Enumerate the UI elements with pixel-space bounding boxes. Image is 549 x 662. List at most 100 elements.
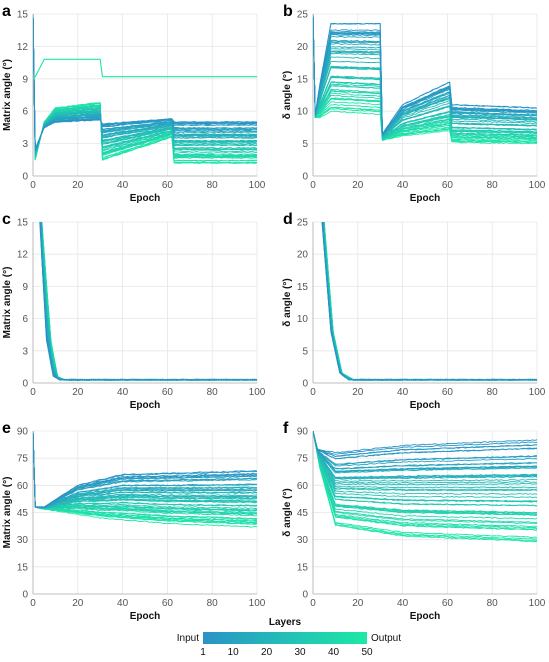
layer-series-line — [41, 222, 257, 381]
x-axis-label: Epoch — [130, 611, 161, 622]
x-tick-label: 20 — [72, 387, 84, 398]
x-tick-label: 60 — [162, 180, 174, 191]
layer-series-line — [313, 14, 537, 137]
layer-series-line — [313, 431, 537, 507]
layer-series-line — [313, 14, 537, 141]
layer-series-line — [323, 222, 537, 381]
layer-series-line — [40, 222, 257, 381]
layer-series-line — [33, 431, 257, 508]
colorbar-tick-label: 30 — [294, 647, 306, 658]
layer-series-line — [41, 222, 257, 381]
layer-series-line — [41, 222, 257, 381]
layer-series-line — [39, 222, 257, 381]
y-axis-label: δ angle (°) — [282, 278, 293, 326]
layer-series-line — [33, 14, 257, 157]
panel-letter: a — [2, 3, 11, 20]
x-tick-label: 20 — [352, 180, 364, 191]
x-tick-label: 60 — [442, 180, 454, 191]
layer-series-line — [323, 222, 537, 381]
layer-series-line — [323, 222, 537, 381]
layer-series-line — [313, 431, 537, 520]
x-tick-label: 0 — [30, 180, 36, 191]
layer-series-line — [40, 222, 257, 381]
y-tick-label: 30 — [297, 535, 309, 546]
layer-series-line — [322, 222, 537, 381]
layer-series-line — [40, 222, 257, 381]
layer-series-line — [41, 222, 257, 381]
layer-series-line — [313, 431, 537, 486]
layer-series-line — [33, 431, 257, 509]
y-axis-label: Matrix angle (°) — [2, 59, 13, 131]
x-tick-label: 80 — [207, 598, 219, 609]
x-tick-label: 40 — [117, 598, 129, 609]
layer-series-line — [41, 222, 257, 381]
colorbar — [203, 632, 367, 644]
layer-series-line — [313, 14, 537, 139]
layer-series-line — [313, 14, 537, 136]
layer-series-line — [33, 431, 257, 509]
layer-series-line — [313, 431, 537, 495]
legend-title: Layers — [269, 617, 302, 628]
layer-series-line — [33, 14, 257, 155]
layer-series-line — [323, 222, 537, 381]
layer-series-line — [33, 431, 257, 509]
layer-series-line — [323, 222, 537, 381]
y-axis-label: Matrix angle (°) — [2, 267, 13, 339]
layer-series-line — [313, 431, 537, 466]
layer-series-line — [313, 14, 537, 137]
layer-series-line — [313, 431, 537, 455]
y-tick-label: 25 — [297, 218, 309, 229]
x-tick-label: 100 — [249, 180, 266, 191]
layer-series-line — [322, 222, 537, 381]
layer-series-line — [41, 222, 257, 381]
layer-series-line — [322, 222, 537, 381]
layer-series-line — [33, 14, 257, 158]
layer-series-line — [313, 431, 537, 499]
y-tick-label: 20 — [297, 250, 309, 261]
y-tick-label: 3 — [22, 346, 28, 357]
x-tick-label: 80 — [207, 387, 219, 398]
y-tick-label: 75 — [17, 454, 29, 465]
layer-series-line — [33, 431, 257, 509]
y-tick-label: 9 — [22, 282, 28, 293]
x-axis-label: Epoch — [410, 193, 441, 204]
y-tick-label: 12 — [17, 250, 29, 261]
y-tick-label: 30 — [17, 535, 29, 546]
x-tick-label: 20 — [352, 598, 364, 609]
layer-series-line — [41, 222, 257, 381]
layer-series-line — [40, 222, 257, 381]
layer-series-line — [33, 431, 257, 528]
layer-series-line — [313, 431, 537, 479]
x-tick-label: 0 — [30, 387, 36, 398]
layer-series-line — [323, 222, 537, 381]
layer-series-line — [323, 222, 537, 381]
layer-series-line — [321, 222, 537, 381]
layer-series-line — [33, 431, 257, 514]
y-tick-label: 15 — [297, 282, 309, 293]
layer-series-line — [313, 431, 537, 489]
layer-series-line — [40, 222, 257, 381]
layer-series-line — [323, 222, 537, 381]
x-tick-label: 60 — [442, 387, 454, 398]
layer-series-line — [321, 222, 537, 381]
x-tick-label: 100 — [529, 180, 546, 191]
x-tick-label: 0 — [310, 598, 316, 609]
layer-series-line — [323, 222, 537, 381]
layer-series-line — [313, 14, 537, 143]
y-tick-label: 60 — [17, 481, 29, 492]
layer-series-line — [323, 222, 537, 381]
x-axis-label: Epoch — [410, 400, 441, 411]
panel-d: 0 5 10 15 20 25 0 20 40 60 80 100 Epoch δ angle (°) d — [282, 211, 546, 411]
x-tick-label: 60 — [162, 598, 174, 609]
colorbar-tick-label: 1 — [200, 647, 206, 658]
layer-series-line — [313, 14, 537, 145]
layer-series-line — [40, 222, 257, 381]
layer-series-line — [40, 222, 257, 381]
layer-series-line — [33, 14, 257, 152]
layer-series-line — [41, 222, 257, 381]
x-tick-label: 100 — [249, 387, 266, 398]
panel-letter: d — [283, 211, 293, 228]
layer-series-line — [323, 222, 537, 381]
layer-series-line — [33, 14, 257, 150]
y-tick-label: 25 — [297, 10, 309, 21]
